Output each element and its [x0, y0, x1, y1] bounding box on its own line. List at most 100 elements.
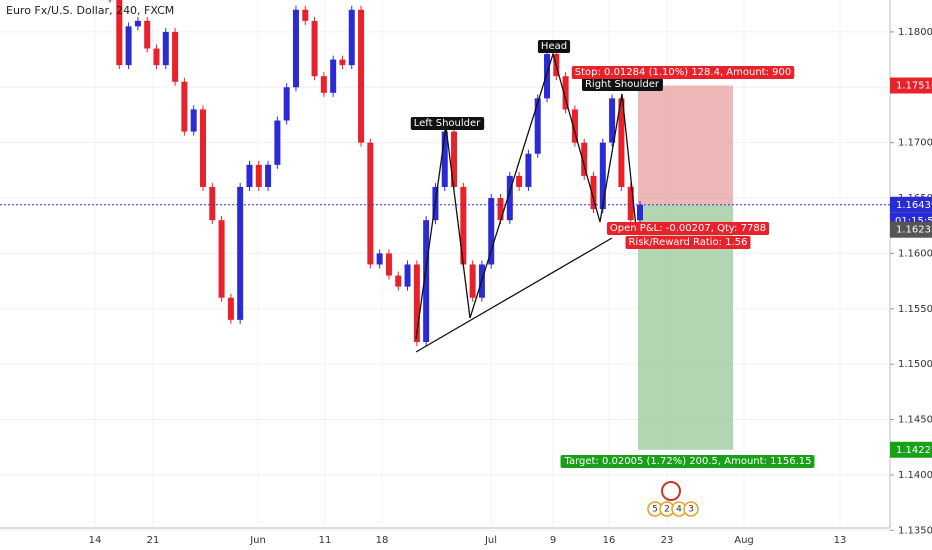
price-tag [890, 77, 932, 94]
candle-body [534, 98, 541, 154]
y-tick-label: 1.17000 [898, 138, 932, 149]
candle-body [144, 20, 151, 49]
candle-body [544, 54, 551, 99]
candle-body [488, 198, 495, 265]
candle-body [265, 164, 272, 187]
price-tag-label: 1.16232 [896, 225, 932, 236]
candle-body [441, 131, 448, 187]
candle-body [274, 120, 281, 165]
candle-body [190, 109, 197, 132]
candle-body [460, 186, 467, 265]
event-count: 4 [676, 505, 682, 515]
candle-body [395, 275, 402, 287]
candle-body [590, 175, 597, 210]
annotation: Open P&L: -0.00207, Qty: 7788 [610, 223, 766, 234]
annotation: Head [541, 41, 567, 52]
candle-body [153, 48, 160, 66]
candle-body [637, 204, 643, 221]
x-tick-label: 23 [661, 535, 674, 546]
countdown: 01:15:54 [895, 216, 932, 227]
candle-body [413, 264, 420, 343]
pattern-line [415, 237, 613, 353]
annotation: Right Shoulder [585, 79, 660, 90]
candle-body [209, 186, 216, 221]
candle-body [246, 164, 253, 187]
candle-body [525, 153, 532, 187]
candle-body [330, 59, 337, 93]
y-tick-label: 1.14000 [898, 470, 932, 481]
candle-body [376, 253, 383, 265]
x-tick-label: 18 [376, 535, 389, 546]
price-tag-label: 1.17516 [896, 81, 932, 92]
candle-body [385, 253, 392, 276]
candle-body [627, 186, 634, 221]
candle-body [339, 59, 346, 66]
candle-body [451, 131, 458, 187]
annotation-box [537, 40, 571, 53]
annotation-box [571, 66, 795, 79]
y-tick-label: 1.13500 [898, 525, 932, 536]
candle-body [581, 142, 588, 176]
candle-body [320, 76, 327, 93]
x-tick-label: Jul [484, 535, 497, 546]
candle-body [497, 198, 504, 221]
candle-body [618, 98, 625, 187]
annotation-box [625, 236, 751, 249]
price-tag [890, 221, 932, 238]
candle-body [218, 220, 225, 298]
candle-body [125, 26, 132, 66]
candle-body [367, 142, 374, 265]
candle-body [255, 164, 262, 187]
y-tick-label: 1.15000 [898, 359, 932, 370]
price-tag-label: 1.14227 [896, 445, 932, 456]
annotation-box [560, 455, 815, 468]
candle-body [237, 186, 244, 320]
candle-body [609, 98, 616, 143]
x-tick-label: Aug [734, 535, 754, 546]
candle-body [227, 297, 234, 320]
candle-body [469, 264, 476, 298]
candle-body [358, 9, 365, 143]
x-tick-label: 11 [319, 535, 332, 546]
y-tick-label: 1.14500 [898, 415, 932, 426]
event-count: 3 [688, 505, 694, 515]
candle-body [423, 220, 430, 343]
candle-body [116, 0, 123, 66]
candle-body [181, 81, 188, 132]
x-tick-label: 14 [89, 535, 102, 546]
candle-body [516, 175, 523, 187]
event-icon [661, 481, 681, 501]
annotation-box [606, 222, 770, 235]
annotation-box [581, 78, 663, 91]
candle-body [302, 9, 309, 21]
x-tick-label: 9 [550, 535, 556, 546]
x-tick-label: Jun [249, 535, 266, 546]
candle-body [348, 9, 355, 66]
candle-body [162, 31, 169, 66]
candle-body [292, 9, 299, 88]
annotation: Risk/Reward Ratio: 1.56 [628, 237, 747, 248]
y-tick-label: 1.15500 [898, 304, 932, 315]
annotation: Stop: 0.01284 (1.10%) 128.4, Amount: 900 [575, 67, 791, 78]
event-count: 5 [652, 505, 658, 515]
candle-body [134, 20, 141, 27]
risk-zone [638, 85, 733, 205]
candle-body [283, 87, 290, 121]
price-tag [890, 196, 932, 213]
event-icon [683, 501, 699, 517]
candle-body [404, 264, 411, 287]
x-tick-label: 16 [603, 535, 616, 546]
candle-body [199, 109, 206, 187]
annotation: Left Shoulder [414, 118, 481, 129]
event-count: 2 [664, 505, 670, 515]
candle-body [172, 31, 179, 82]
candle-body [571, 109, 578, 143]
candle-body [506, 175, 513, 221]
price-tag-label: 1.16439 [896, 200, 932, 211]
annotation: Target: 0.02005 (1.72%) 200.5, Amount: 1… [564, 456, 812, 467]
chart-title: Euro Fx/U.S. Dollar, 240, FXCM [6, 4, 174, 17]
price-tag [890, 441, 932, 458]
y-tick-label: 1.16000 [898, 248, 932, 259]
annotation-box [410, 117, 485, 130]
